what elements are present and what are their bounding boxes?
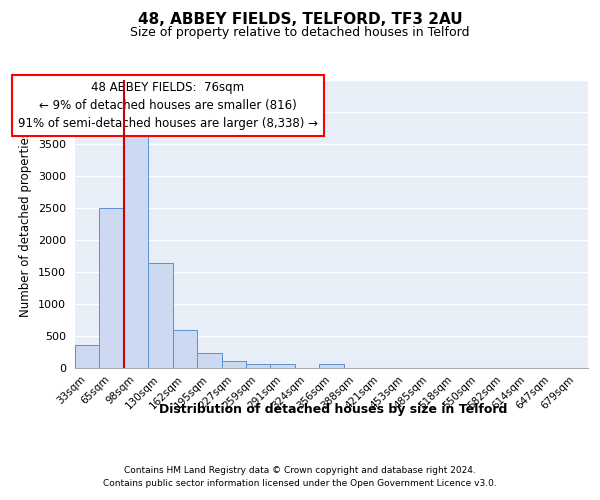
Bar <box>148 262 173 368</box>
Text: Contains public sector information licensed under the Open Government Licence v3: Contains public sector information licen… <box>103 478 497 488</box>
Text: 48, ABBEY FIELDS, TELFORD, TF3 2AU: 48, ABBEY FIELDS, TELFORD, TF3 2AU <box>137 12 463 28</box>
Text: Contains HM Land Registry data © Crown copyright and database right 2024.: Contains HM Land Registry data © Crown c… <box>124 466 476 475</box>
Y-axis label: Number of detached properties: Number of detached properties <box>19 130 32 317</box>
Bar <box>221 361 246 368</box>
Bar <box>75 344 100 368</box>
Bar <box>173 330 197 368</box>
Bar <box>197 353 221 368</box>
Bar <box>124 128 148 368</box>
Bar <box>319 364 344 368</box>
Text: Size of property relative to detached houses in Telford: Size of property relative to detached ho… <box>130 26 470 39</box>
Text: 48 ABBEY FIELDS:  76sqm
← 9% of detached houses are smaller (816)
91% of semi-de: 48 ABBEY FIELDS: 76sqm ← 9% of detached … <box>18 82 318 130</box>
Text: Distribution of detached houses by size in Telford: Distribution of detached houses by size … <box>159 402 507 415</box>
Bar <box>100 208 124 368</box>
Bar <box>271 364 295 368</box>
Bar <box>246 364 271 368</box>
